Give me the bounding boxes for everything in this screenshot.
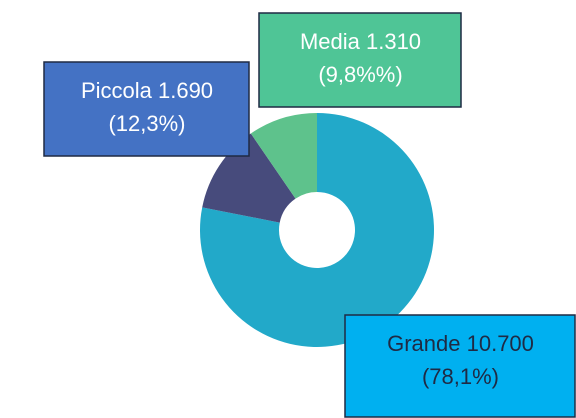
slice — [202, 133, 296, 223]
label-line: Piccola 1.690 — [81, 78, 213, 103]
slice — [250, 113, 317, 199]
percentage-label: (78,1%) — [422, 364, 499, 389]
label-line: Grande 10.700 — [387, 331, 534, 356]
label-box — [258, 12, 462, 108]
label-box — [344, 314, 576, 418]
value-label: 10.700 — [467, 331, 534, 356]
percentage-label: (12,3%) — [108, 111, 185, 136]
percentage-label: (9,8%%) — [318, 62, 402, 87]
label-line: Media 1.310 — [300, 29, 421, 54]
category-name: Media — [300, 29, 361, 54]
data-label: Grande 10.700 (78,1%) — [344, 314, 576, 418]
value-label: 1.310 — [366, 29, 421, 54]
value-label: 1.690 — [158, 78, 213, 103]
label-box — [43, 61, 250, 157]
slice — [199, 113, 434, 348]
category-name: Grande — [387, 331, 460, 356]
category-name: Piccola — [81, 78, 153, 103]
data-label: Media 1.310 (9,8%%) — [258, 12, 462, 108]
data-label: Piccola 1.690 (12,3%) — [43, 61, 250, 157]
